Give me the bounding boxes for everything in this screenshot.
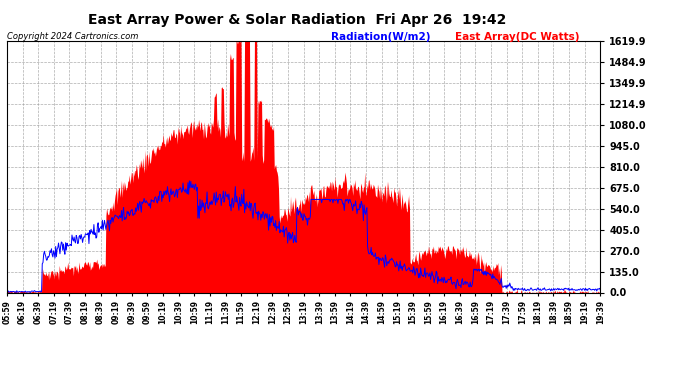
Text: East Array(DC Watts): East Array(DC Watts) bbox=[455, 32, 580, 42]
Text: Copyright 2024 Cartronics.com: Copyright 2024 Cartronics.com bbox=[7, 32, 138, 41]
Text: East Array Power & Solar Radiation  Fri Apr 26  19:42: East Array Power & Solar Radiation Fri A… bbox=[88, 13, 506, 27]
Text: Radiation(W/m2): Radiation(W/m2) bbox=[331, 32, 431, 42]
